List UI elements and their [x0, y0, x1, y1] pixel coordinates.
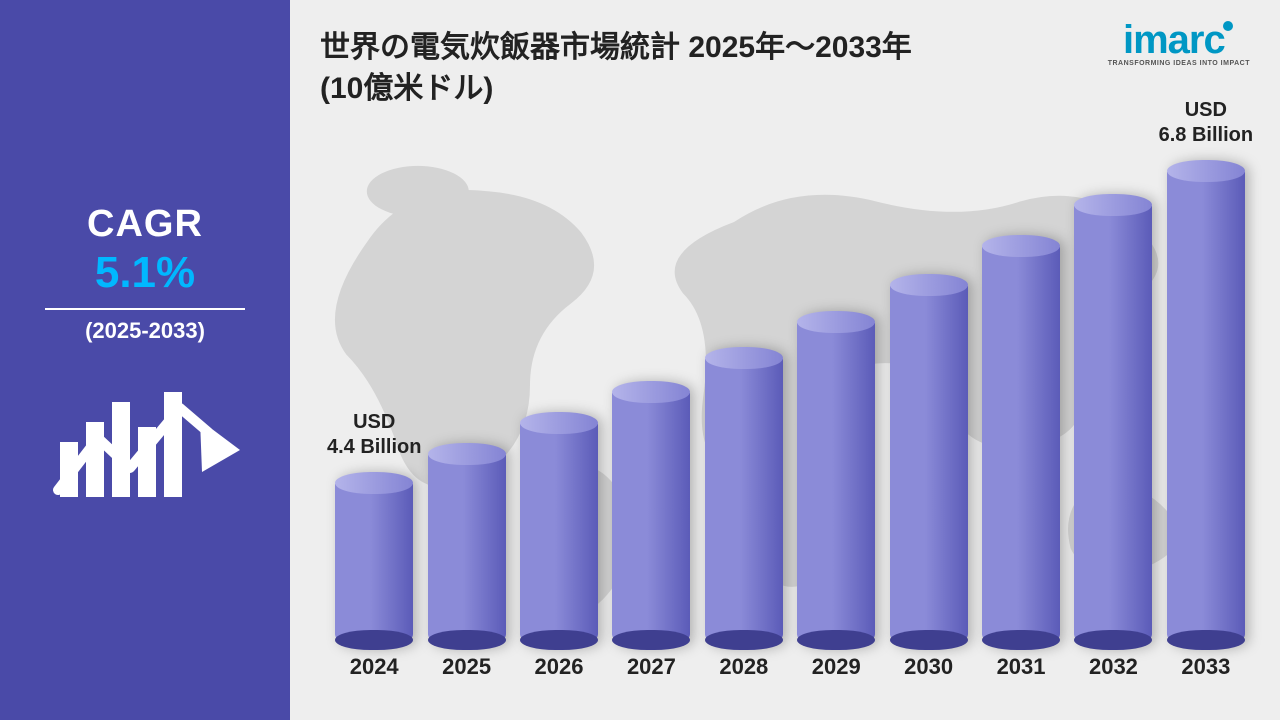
logo-text: imarc — [1123, 18, 1225, 62]
cagr-label: CAGR — [45, 203, 245, 246]
cagr-value: 5.1% — [45, 248, 245, 298]
xlabel-2033: 2033 — [1166, 640, 1246, 690]
xlabel-2032: 2032 — [1073, 640, 1153, 690]
growth-arrow-icon — [45, 372, 245, 517]
title-line1: 世界の電気炊飯器市場統計 2025年～2033年 — [320, 31, 912, 64]
page-title: 世界の電気炊飯器市場統計 2025年～2033年 (10億米ドル) — [320, 28, 1080, 109]
xlabel-2026: 2026 — [519, 640, 599, 690]
right-panel: 世界の電気炊飯器市場統計 2025年～2033年 (10億米ドル) imarc … — [290, 0, 1280, 720]
cagr-period: (2025-2033) — [45, 318, 245, 344]
xlabel-2028: 2028 — [704, 640, 784, 690]
cagr-block: CAGR 5.1% (2025-2033) — [45, 203, 245, 517]
bar-2027 — [611, 120, 691, 640]
bar-2030 — [888, 120, 968, 640]
logo-tagline: TRANSFORMING IDEAS INTO IMPACT — [1108, 60, 1250, 67]
brand-logo: imarc TRANSFORMING IDEAS INTO IMPACT — [1108, 22, 1250, 67]
end-value-label: USD 6.8 Billion — [1126, 98, 1280, 148]
title-line2: (10億米ドル) — [320, 72, 493, 105]
bar-2024: USD 4.4 Billion — [334, 120, 414, 640]
bar-2028 — [704, 120, 784, 640]
xlabel-2027: 2027 — [611, 640, 691, 690]
bar-2025 — [426, 120, 506, 640]
bar-2029 — [796, 120, 876, 640]
xlabel-2030: 2030 — [888, 640, 968, 690]
bar-2032 — [1073, 120, 1153, 640]
xlabel-2024: 2024 — [334, 640, 414, 690]
bar-chart: USD 4.4 Billion USD 6.8 Billion 20242025 2… — [330, 120, 1250, 690]
bar-2031 — [981, 120, 1061, 640]
cagr-divider — [45, 308, 245, 310]
xlabel-2025: 2025 — [426, 640, 506, 690]
left-panel: CAGR 5.1% (2025-2033) — [0, 0, 290, 720]
xlabel-2031: 2031 — [981, 640, 1061, 690]
bar-2026 — [519, 120, 599, 640]
xlabel-2029: 2029 — [796, 640, 876, 690]
logo-dot-icon — [1223, 21, 1233, 31]
bar-2033: USD 6.8 Billion — [1166, 120, 1246, 640]
